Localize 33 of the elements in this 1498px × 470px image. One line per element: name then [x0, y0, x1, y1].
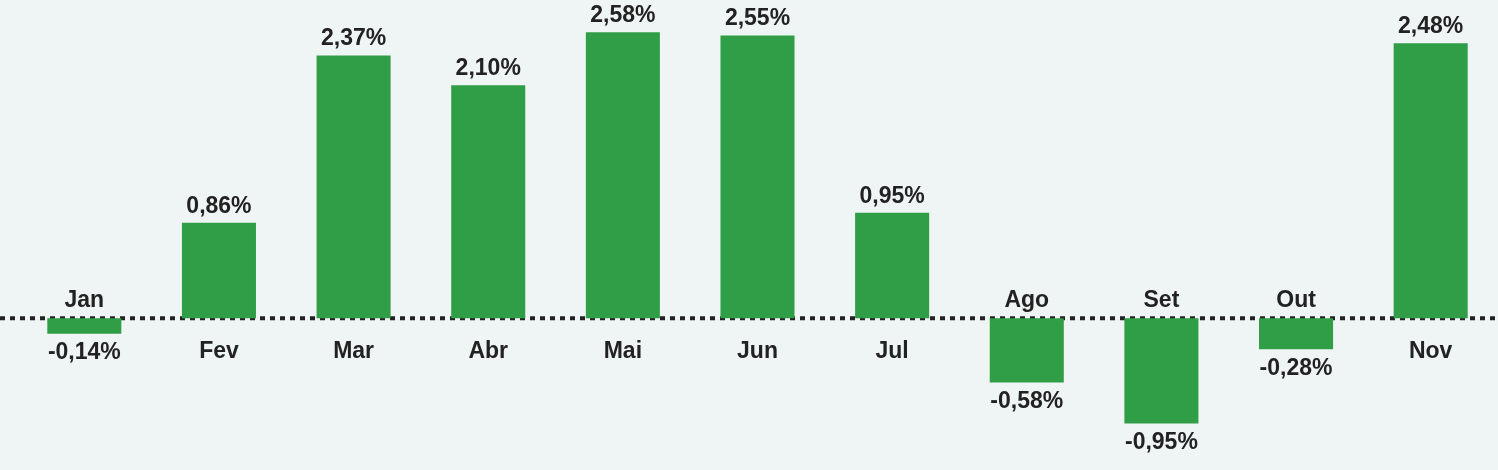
data-label: 2,55%: [724, 4, 791, 31]
x-tick-label: Jan: [64, 285, 105, 312]
x-tick-label: Mar: [333, 336, 375, 363]
bar: [451, 85, 526, 319]
data-label: 0,95%: [859, 181, 925, 208]
data-label: 2,58%: [590, 0, 656, 27]
x-tick-label: Set: [1143, 285, 1180, 312]
bar: [316, 55, 391, 319]
bar: [1259, 318, 1334, 350]
data-label: 2,37%: [320, 24, 387, 51]
bar: [1124, 318, 1199, 424]
bar: [855, 212, 930, 319]
bar: [585, 32, 660, 319]
data-label: -0,95%: [1124, 428, 1198, 455]
bar: [181, 222, 256, 319]
x-tick-label: Ago: [1004, 285, 1050, 312]
data-label: 0,86%: [186, 191, 252, 218]
data-label: -0,28%: [1259, 354, 1333, 381]
x-tick-label: Fev: [199, 336, 239, 363]
data-label: 2,10%: [455, 54, 521, 81]
x-tick-label: Mai: [603, 336, 643, 363]
data-label: -0,14%: [47, 338, 121, 365]
data-label: -0,58%: [990, 387, 1064, 414]
bar: [1393, 43, 1468, 319]
x-tick-label: Nov: [1408, 336, 1453, 363]
bar: [989, 318, 1064, 383]
x-tick-label: Out: [1276, 285, 1317, 312]
bar: [47, 318, 122, 334]
x-tick-label: Jun: [737, 336, 778, 363]
x-tick-label: Jul: [875, 336, 909, 363]
x-tick-label: Abr: [468, 336, 509, 363]
bar: [720, 35, 795, 319]
data-label: 2,48%: [1398, 12, 1464, 39]
